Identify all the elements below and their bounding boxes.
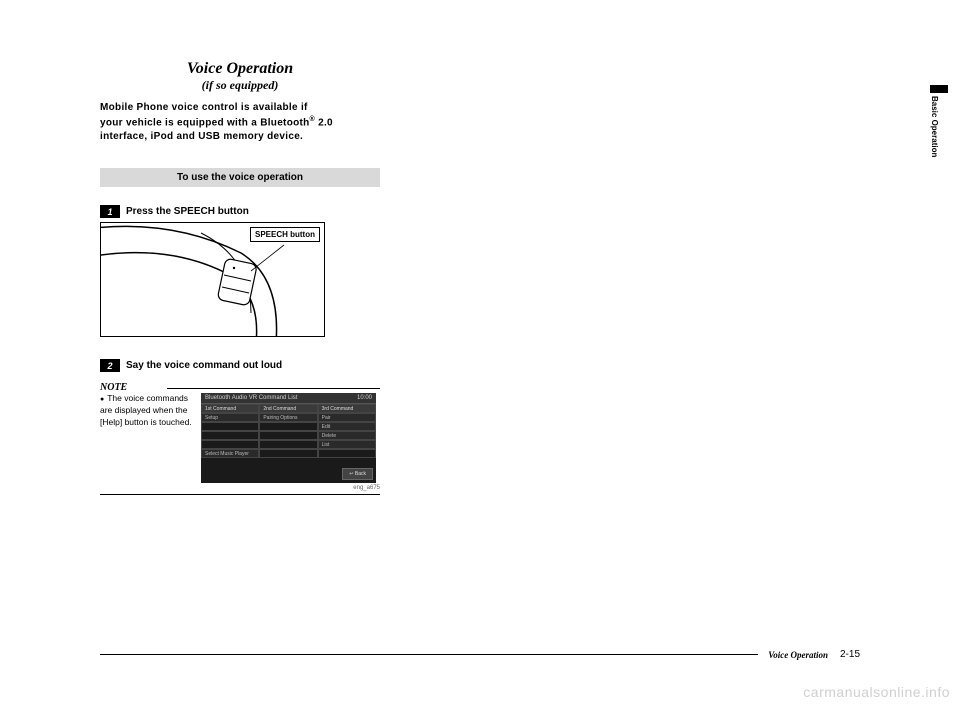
note-block: NOTE ●The voice commands are displayed w… xyxy=(100,376,380,495)
step-number-1: 1 xyxy=(100,205,120,218)
section-header: To use the voice operation xyxy=(100,168,380,187)
fig2-grid: 1st Command 2nd Command 3rd Command Setu… xyxy=(201,404,376,458)
footer-page-number: 2-15 xyxy=(828,649,860,660)
fig2-r4c3: List xyxy=(318,440,376,449)
fig2-r2c2 xyxy=(259,422,317,431)
fig2-time: 10:00 xyxy=(357,395,372,401)
intro-line2-pre: your vehicle is equipped with a Bluetoot… xyxy=(100,117,310,128)
fig2-caption: eng_a675 xyxy=(201,485,380,491)
step-2: 2 Say the voice command out loud xyxy=(100,359,380,372)
intro-line2-post: 2.0 xyxy=(315,117,333,128)
figure-command-list: Bluetooth Audio VR Command List 10:00 1s… xyxy=(201,393,376,483)
fig2-r3c2 xyxy=(259,431,317,440)
tab-label: Basic Operation xyxy=(930,93,939,157)
bullet-icon: ● xyxy=(100,396,104,403)
fig2-col2: 2nd Command xyxy=(259,404,317,413)
intro-line3: interface, iPod and USB memory device. xyxy=(100,131,303,142)
back-button: ↩ Back xyxy=(342,468,373,480)
fig2-r4c2 xyxy=(259,440,317,449)
fig2-r5c3 xyxy=(318,449,376,458)
fig2-r5c2 xyxy=(259,449,317,458)
watermark: carmanualsonline.info xyxy=(803,684,950,700)
footer-rule xyxy=(100,654,758,655)
fig2-col1: 1st Command xyxy=(201,404,259,413)
step-text-1: Press the SPEECH button xyxy=(126,206,249,217)
note-body: The voice commands are displayed when th… xyxy=(100,393,192,427)
fig2-r3c1 xyxy=(201,431,259,440)
step-number-2: 2 xyxy=(100,359,120,372)
intro-line1: Mobile Phone voice control is available … xyxy=(100,102,308,113)
sidebar-tab: Basic Operation xyxy=(930,85,948,165)
tab-marker xyxy=(930,85,948,93)
fig2-r2c3: Edit xyxy=(318,422,376,431)
page-title: Voice Operation xyxy=(100,60,380,78)
intro-paragraph: Mobile Phone voice control is available … xyxy=(100,101,380,144)
fig2-r3c3: Delete xyxy=(318,431,376,440)
fig2-r5c1: Select Music Player xyxy=(201,449,259,458)
footer-title: Voice Operation xyxy=(758,650,828,660)
page-subtitle: (if so equipped) xyxy=(100,78,380,93)
back-label: Back xyxy=(355,471,366,477)
page-footer: Voice Operation 2-15 xyxy=(100,649,860,660)
step-text-2: Say the voice command out loud xyxy=(126,360,282,371)
fig2-r2c1 xyxy=(201,422,259,431)
fig2-r1c3: Pair xyxy=(318,413,376,422)
figure-speech-button: SPEECH button xyxy=(100,222,325,337)
fig2-col3: 3rd Command xyxy=(318,404,376,413)
fig2-r4c1 xyxy=(201,440,259,449)
fig2-r1c2: Pairing Options xyxy=(259,413,317,422)
fig2-title-text: Bluetooth Audio VR Command List xyxy=(205,395,297,401)
fig2-r1c1: Setup xyxy=(201,413,259,422)
note-text: ●The voice commands are displayed when t… xyxy=(100,393,195,429)
speech-button-label: SPEECH button xyxy=(250,227,320,242)
note-header: NOTE xyxy=(100,382,127,393)
step-1: 1 Press the SPEECH button xyxy=(100,205,380,218)
